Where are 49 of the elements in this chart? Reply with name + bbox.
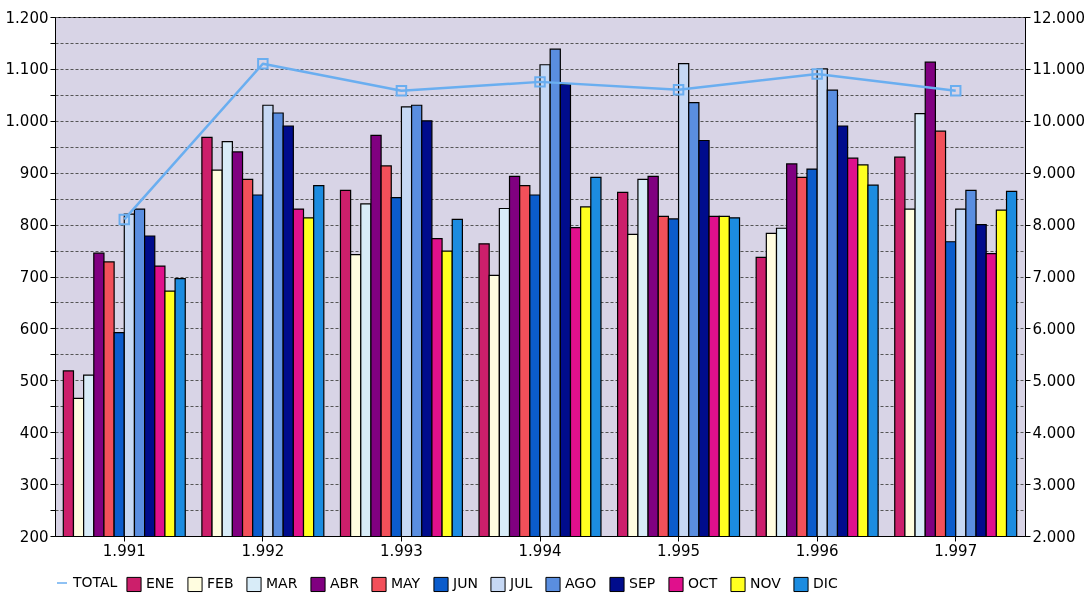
x-tick-label: 1.995: [657, 541, 701, 560]
legend-label: AGO: [565, 575, 597, 592]
y-tick-label: 200: [19, 527, 49, 546]
y-tick-label: 900: [19, 164, 49, 183]
y-tick-label: 600: [19, 319, 49, 338]
y2-tick-label: 3.000: [1032, 475, 1076, 494]
y2-tick-label: 12.000: [1032, 8, 1085, 27]
y-tick-label: 700: [19, 268, 49, 286]
y-tick-label: 300: [19, 475, 49, 494]
y2-tick-label: 4.000: [1032, 423, 1076, 442]
point: [534, 76, 546, 88]
y-tick-label: 1.000: [5, 112, 49, 131]
y2-tick-label: 8.000: [1032, 216, 1076, 235]
legend-label: NOV: [750, 575, 782, 592]
x-tick-label: 1.991: [102, 541, 146, 560]
legend-label: OCT: [688, 575, 718, 592]
point: [811, 68, 823, 80]
y2-tick-label: 10.000: [1032, 112, 1085, 131]
legend-label: ABR: [330, 575, 360, 592]
x-tick-label: 1.993: [379, 541, 423, 560]
y-tick-label: 400: [19, 423, 49, 442]
point: [672, 83, 685, 96]
x-tick-label: 1.997: [934, 541, 978, 560]
legend-label: SEP: [629, 575, 656, 592]
y2-tick-label: 11.000: [1032, 60, 1085, 79]
y-tick-label: 1.100: [5, 60, 49, 79]
y-tick-label: 500: [19, 371, 49, 390]
legend-label: MAR: [266, 575, 298, 592]
legend-label: MAY: [391, 575, 421, 592]
legend-label: FEB: [207, 575, 234, 592]
y2-tick-label: 6.000: [1032, 319, 1076, 338]
point: [949, 84, 962, 97]
y-tick-label: 800: [19, 216, 49, 235]
x-tick-label: 1.992: [241, 541, 285, 560]
y2-tick-label: 7.000: [1032, 268, 1076, 286]
legend-label: ENE: [146, 575, 175, 592]
legend-label: JUN: [452, 575, 478, 592]
y2-tick-label: 5.000: [1032, 371, 1076, 390]
x-tick-label: 1.996: [795, 541, 839, 560]
legend-label: JUL: [509, 575, 533, 592]
legend-label: TOTAL: [72, 574, 118, 590]
y2-tick-label: 2.000: [1032, 527, 1076, 546]
point: [118, 213, 131, 226]
y-tick-label: 1.200: [5, 8, 49, 27]
legend-label: DIC: [813, 575, 838, 592]
y2-tick-label: 9.000: [1032, 164, 1076, 183]
x-tick-label: 1.994: [518, 541, 562, 560]
point: [395, 84, 408, 97]
point: [257, 57, 269, 70]
